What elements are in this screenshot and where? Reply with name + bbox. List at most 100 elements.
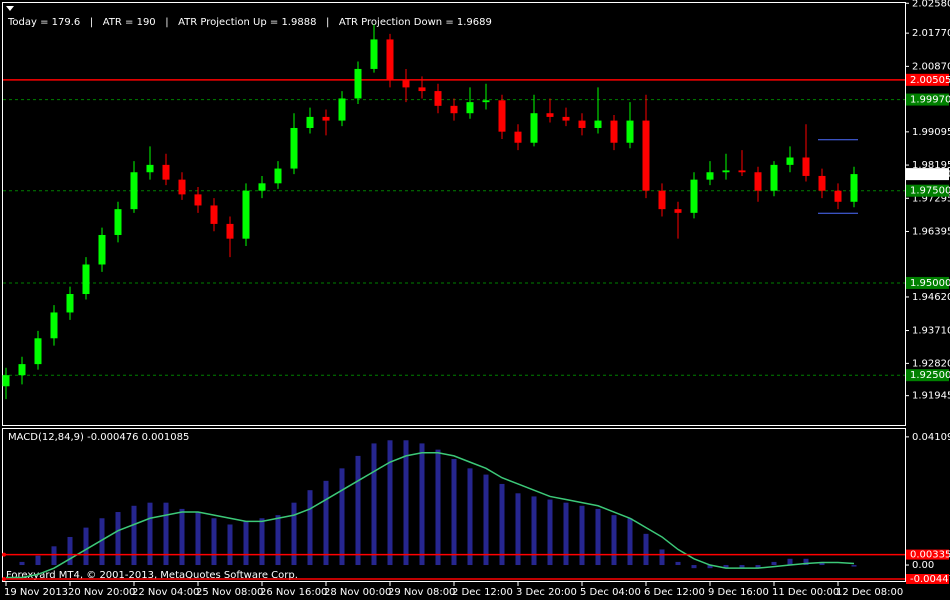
macd-bar (531, 496, 537, 566)
candle-body (258, 183, 266, 191)
y-tick-label: 2.00870 (912, 61, 950, 72)
x-tick-label: 12 Dec 08:00 (836, 587, 903, 598)
candle-body (530, 113, 538, 143)
candle-body (706, 172, 714, 180)
macd-bar (771, 561, 777, 566)
macd-panel-frame (2, 428, 906, 582)
macd-bar (739, 565, 745, 569)
macd-bar (163, 502, 169, 566)
candle-body (802, 157, 810, 176)
footer: Forexyard MT4, © 2001-2013, MetaQuotes S… (6, 570, 298, 581)
candle-body (18, 364, 26, 376)
level-label: 1.97950 (910, 169, 950, 180)
macd-bar (131, 505, 137, 566)
level-label: 1.95000 (910, 278, 950, 289)
macd-bar (547, 499, 553, 566)
candle-body (418, 87, 426, 92)
macd-bar (115, 512, 121, 566)
candle-body (338, 98, 346, 121)
x-tick-label: 25 Nov 08:00 (196, 587, 263, 598)
macd-bar (579, 505, 585, 566)
macd-title: MACD(12,84,9) -0.000476 0.001085 (8, 432, 189, 443)
x-tick-label: 19 Nov 2013 (4, 587, 68, 598)
level-label-box (906, 573, 949, 584)
candle-body (162, 164, 170, 180)
macd-bar (451, 459, 457, 566)
level-label-box (906, 168, 949, 181)
candle-body (834, 190, 842, 202)
macd-bar (51, 546, 57, 566)
x-tick-label: 28 Nov 00:00 (324, 587, 391, 598)
candle-body (562, 116, 570, 121)
macd-bar (643, 533, 649, 566)
candle-body (850, 174, 858, 202)
macd-bar (611, 515, 617, 566)
y-tick-label: 1.96395 (912, 226, 950, 237)
macd-bar (595, 508, 601, 566)
y-tick-label: 0.00 (912, 560, 934, 571)
candle-body (98, 234, 106, 265)
candle-body (178, 179, 186, 195)
x-tick-label: 2 Dec 12:00 (452, 587, 513, 598)
macd-bar (195, 512, 201, 566)
y-tick-label: 1.93710 (912, 326, 950, 337)
macd-bar (803, 558, 809, 566)
macd-bar (483, 474, 489, 566)
candle-body (146, 164, 154, 173)
candle-body (594, 120, 602, 128)
candle-body (66, 294, 74, 313)
x-tick-label: 20 Nov 20:00 (68, 587, 135, 598)
y-tick-label: 1.98195 (912, 160, 950, 171)
macd-bar (355, 455, 361, 566)
candle-body (610, 120, 618, 143)
candle-body (786, 157, 794, 165)
macd-bar (211, 518, 217, 566)
macd-bar (707, 565, 713, 569)
candle-body (290, 127, 298, 169)
candle-body (274, 168, 282, 184)
y-tick-label: 2.02580 (912, 0, 950, 9)
level-label-box (906, 549, 949, 560)
y-tick-label: 2.01770 (912, 28, 950, 39)
macd-bar (419, 443, 425, 566)
macd-bar (755, 565, 761, 569)
candle-body (194, 194, 202, 206)
candle-body (626, 120, 634, 143)
macd-bar (371, 443, 377, 566)
level-label-box (906, 184, 949, 197)
x-tick-label: 3 Dec 20:00 (516, 587, 577, 598)
macd-bar (387, 440, 393, 566)
x-tick-label: 26 Nov 16:00 (260, 587, 327, 598)
level-anchor (2, 552, 6, 557)
candle-body (210, 205, 218, 224)
candle-body (690, 179, 698, 213)
macd-bar (259, 518, 265, 566)
level-label: 1.92500 (910, 370, 950, 381)
candle-body (354, 68, 362, 99)
level-label-box (906, 369, 949, 382)
y-tick-label: 1.97295 (912, 193, 950, 204)
y-tick-label: 1.91945 (912, 391, 950, 402)
candle-body (738, 170, 746, 173)
macd-bar (67, 536, 73, 566)
menu-triangle[interactable] (6, 6, 14, 11)
candle-body (130, 172, 138, 210)
candle-body (226, 223, 234, 239)
candle-body (754, 172, 762, 191)
macd-bar (627, 518, 633, 566)
candle-body (450, 105, 458, 114)
macd-bar (35, 555, 41, 566)
macd-bar (307, 490, 313, 566)
x-tick-label: 5 Dec 04:00 (580, 587, 641, 598)
candle-body (498, 100, 506, 132)
level-label: 0.00335 (910, 550, 950, 561)
candle-body (514, 131, 522, 143)
candle-body (114, 209, 122, 235)
macd-bar (275, 515, 281, 566)
x-tick-label: 6 Dec 12:00 (644, 587, 705, 598)
macd-bar (787, 558, 793, 566)
candle-body (50, 312, 58, 339)
macd-bar (243, 521, 249, 566)
macd-bar (99, 518, 105, 566)
candle-body (434, 91, 442, 106)
